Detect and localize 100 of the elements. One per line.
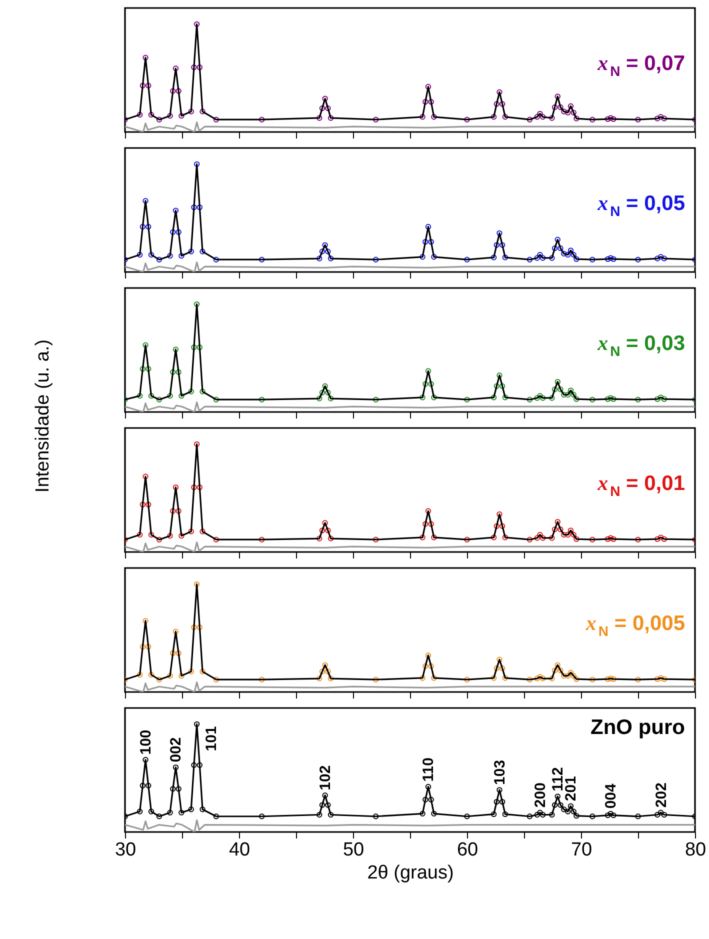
point <box>196 64 203 70</box>
point <box>170 88 176 94</box>
point <box>552 245 558 252</box>
annotation: 201 <box>562 776 580 802</box>
point <box>258 676 265 682</box>
point <box>558 668 564 674</box>
point <box>604 256 611 262</box>
point <box>494 523 500 529</box>
point <box>490 675 497 681</box>
point <box>319 528 326 534</box>
point <box>420 810 426 817</box>
point <box>604 396 611 402</box>
x-tick-label: 60 <box>456 840 478 860</box>
x-axis-title: 2θ (graus) <box>367 862 454 884</box>
point <box>167 810 173 816</box>
x-tick-label: 40 <box>228 840 250 860</box>
point <box>534 114 540 120</box>
point <box>322 520 328 526</box>
point <box>191 204 197 210</box>
point <box>499 665 506 672</box>
point <box>372 116 379 122</box>
point <box>422 663 428 669</box>
point <box>574 256 580 262</box>
point <box>661 536 668 542</box>
point <box>191 762 197 768</box>
point <box>319 802 326 808</box>
point <box>604 812 611 818</box>
point <box>194 441 200 448</box>
point <box>610 676 616 682</box>
point <box>316 115 322 121</box>
point <box>608 395 614 401</box>
point <box>610 812 616 818</box>
point <box>558 386 564 392</box>
point <box>552 386 558 392</box>
point <box>322 662 328 668</box>
point <box>148 808 154 814</box>
point <box>654 116 660 122</box>
point <box>136 532 143 538</box>
point <box>136 392 143 399</box>
point <box>428 98 434 105</box>
point <box>148 252 154 258</box>
point <box>428 663 434 669</box>
point <box>658 114 664 120</box>
point <box>494 101 500 107</box>
point <box>170 786 176 792</box>
point <box>178 810 184 816</box>
point <box>188 248 194 254</box>
point <box>568 248 574 254</box>
point <box>200 108 206 114</box>
point <box>654 256 660 262</box>
point <box>568 103 574 109</box>
point <box>328 396 334 402</box>
point <box>316 676 322 682</box>
point <box>537 810 543 816</box>
point <box>502 811 508 818</box>
point <box>258 116 265 122</box>
point <box>172 628 179 634</box>
point <box>558 104 564 110</box>
point <box>604 116 611 122</box>
point <box>178 672 184 679</box>
point <box>490 534 497 540</box>
point <box>425 508 432 514</box>
point <box>490 254 497 260</box>
point <box>325 528 331 534</box>
point <box>170 650 176 656</box>
point <box>540 255 546 261</box>
point <box>422 238 428 245</box>
point <box>142 756 148 763</box>
point <box>604 536 611 542</box>
point <box>464 116 470 122</box>
point <box>590 676 596 682</box>
point <box>540 812 546 818</box>
point <box>176 786 182 792</box>
point <box>136 672 143 678</box>
point <box>188 528 194 534</box>
point <box>194 21 200 28</box>
point <box>156 814 162 820</box>
point <box>325 105 331 112</box>
point <box>372 676 379 682</box>
point <box>372 814 379 820</box>
point <box>540 395 546 401</box>
point <box>172 764 179 770</box>
point <box>325 668 331 674</box>
point <box>490 811 497 818</box>
point <box>213 536 220 542</box>
point <box>565 252 571 258</box>
point <box>196 344 203 350</box>
point <box>565 808 571 814</box>
point <box>570 808 576 814</box>
point <box>146 502 152 508</box>
point <box>148 532 154 538</box>
point <box>537 392 543 399</box>
point <box>178 532 184 539</box>
point <box>428 521 434 527</box>
point <box>494 665 500 672</box>
point <box>534 812 540 818</box>
point <box>499 101 506 107</box>
point <box>561 108 567 114</box>
point <box>422 796 428 802</box>
point <box>537 674 543 680</box>
